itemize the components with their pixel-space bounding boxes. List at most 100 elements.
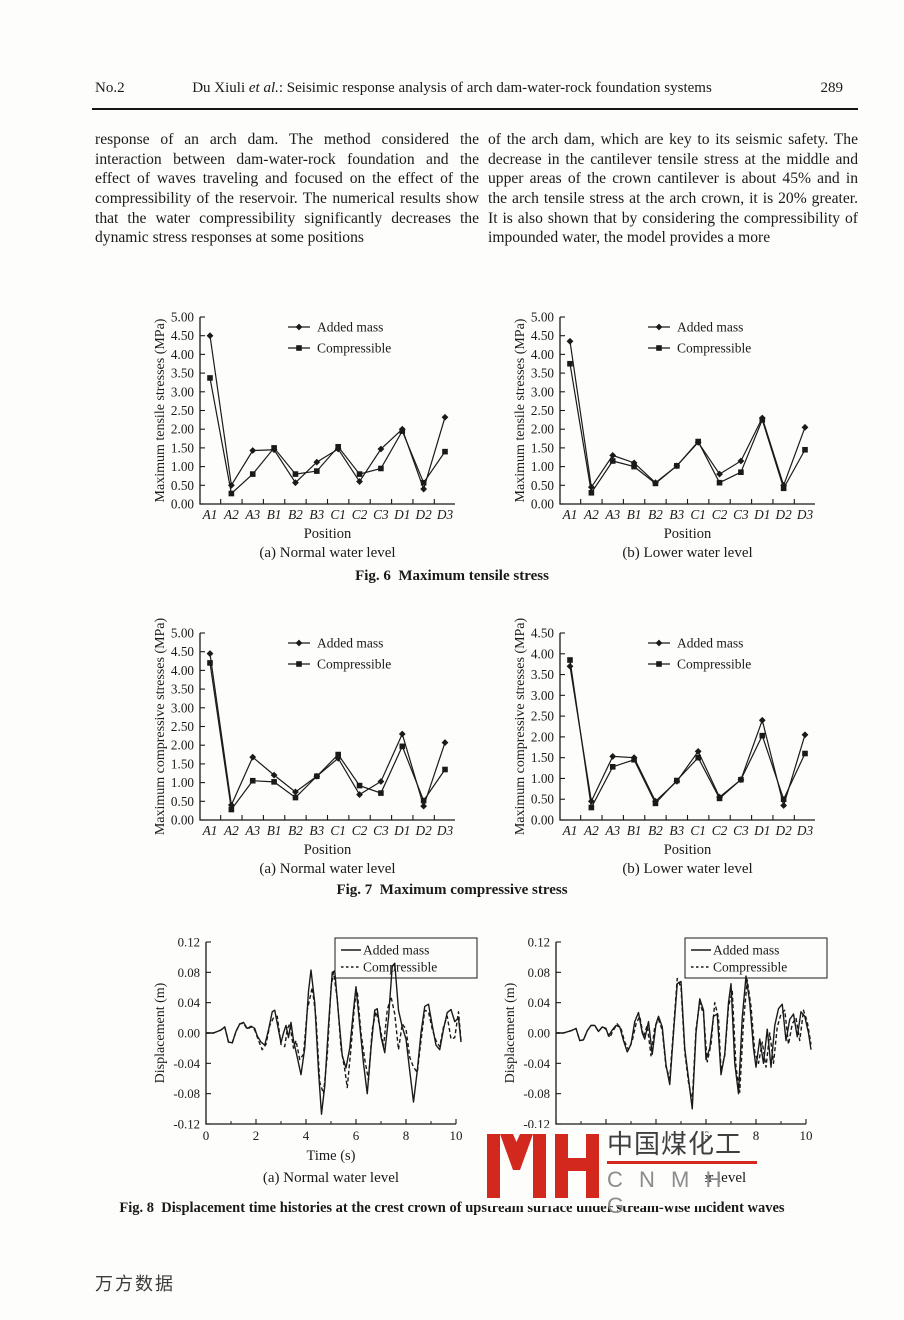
diamond-marker [377,778,385,785]
square-marker [609,458,616,464]
square-marker [759,417,766,423]
diamond-marker [295,639,303,647]
diamond-marker [609,451,617,459]
svg-text:A1: A1 [562,823,578,838]
svg-text:2.50: 2.50 [531,403,554,418]
watermark-cn-text: 中国煤化工 [607,1129,743,1159]
footer-wanfang-data: 万方数据 [95,1274,175,1294]
svg-text:A1: A1 [202,507,218,522]
svg-text:1.00: 1.00 [531,771,554,786]
svg-text:0.50: 0.50 [531,478,554,493]
square-marker [420,797,427,804]
series-line-0 [569,666,806,808]
square-marker [314,468,320,474]
y-axis-label: Maximum compressive stresses (MPa) [153,617,168,835]
y-axis-label: Displacement (m) [153,982,168,1083]
square-marker [674,463,680,469]
svg-text:3.00: 3.00 [531,384,554,399]
subfigure-caption: (b) Lower water level [622,545,752,561]
figure-svg: 0.00 0.50 1.00 1.50 2.00 2.50 3.00 3.50 4.00 4.50… [153,310,455,561]
figure6-caption: Fig. 6 Maximum tensile stress [355,568,549,584]
square-marker [378,465,384,472]
series-line-0 [206,962,462,1115]
svg-text:4.00: 4.00 [171,347,194,362]
square-marker [399,743,406,750]
square-marker [249,777,256,784]
diamond-marker [313,458,321,466]
svg-text:B1: B1 [627,507,642,522]
svg-text:Compressible: Compressible [677,657,751,672]
svg-text:D3: D3 [436,507,454,522]
figure7-caption: Fig. 7 Maximum compressive stress [336,882,568,898]
svg-text:B1: B1 [267,823,282,838]
svg-text:3.50: 3.50 [171,682,194,697]
body-text-left-column: response of an arch dam. The method cons… [95,131,479,247]
svg-text:Compressible: Compressible [677,341,751,356]
header-rule [92,108,858,110]
y-axis-label: Displacement (m) [503,982,518,1083]
diamond-marker [249,753,257,761]
svg-text:A1: A1 [562,507,578,522]
square-marker [588,489,595,496]
figure-svg: -0.12 -0.08 -0.04 0.00 0.04 0.08 0.12 0 2 4 6 8 10 Ad… [153,936,478,1186]
svg-text:B3: B3 [309,507,324,522]
svg-text:1.50: 1.50 [171,440,194,455]
square-marker [716,479,723,486]
square-marker [674,777,680,784]
svg-text:2.50: 2.50 [171,719,194,734]
svg-text:D1: D1 [393,823,410,838]
square-marker [356,782,363,789]
square-marker [399,428,406,434]
y-axis-label: Maximum tensile stresses (MPa) [513,318,528,502]
svg-text:A2: A2 [583,507,599,522]
svg-text:4: 4 [303,1128,310,1143]
diamond-marker [758,716,766,724]
svg-text:B3: B3 [669,507,684,522]
svg-text:2: 2 [253,1128,260,1143]
svg-text:0.04: 0.04 [178,996,201,1010]
svg-text:Compressible: Compressible [317,341,391,356]
series-line-0 [556,975,812,1110]
figure-svg: 0.00 0.50 1.00 1.50 2.00 2.50 3.00 3.50 4.00 4.50… [513,617,815,877]
svg-text:Added mass: Added mass [317,636,383,651]
x-axis-label: Position [304,526,352,542]
x-axis-label: Time (s) [306,1148,355,1164]
svg-text:8: 8 [403,1128,410,1143]
diamond-marker [227,801,235,809]
svg-text:2.00: 2.00 [531,729,554,744]
square-marker [780,485,787,492]
diamond-marker [716,470,723,478]
diamond-marker [780,802,788,809]
figure-svg: 0.00 0.50 1.00 1.50 2.00 2.50 3.00 3.50 4.00 4.50… [513,310,815,561]
square-marker [567,360,573,367]
square-marker [802,750,808,757]
svg-text:C3: C3 [733,507,749,522]
svg-text:4.50: 4.50 [531,626,554,641]
svg-text:C2: C2 [712,507,728,522]
diamond-marker [587,483,595,491]
watermark-rule [607,1160,757,1164]
square-marker [780,796,787,803]
square-marker [292,471,299,477]
svg-text:4.50: 4.50 [531,328,554,343]
svg-text:-0.12: -0.12 [173,1118,200,1132]
header-page-number: 289 [820,80,844,96]
svg-text:Compressible: Compressible [713,960,787,975]
x-axis-label: Position [664,526,712,542]
svg-text:3.00: 3.00 [171,384,194,399]
diamond-marker [270,771,278,779]
svg-text:C1: C1 [330,507,346,522]
svg-text:C2: C2 [712,823,728,838]
square-marker [228,806,235,813]
square-marker [292,794,299,801]
svg-text:2.50: 2.50 [171,403,194,418]
svg-text:Compressible: Compressible [363,960,437,975]
y-axis-label: Maximum compressive stresses (MPa) [513,617,528,835]
square-marker [738,776,744,783]
svg-text:B2: B2 [648,507,663,522]
series-line-1 [209,377,446,495]
svg-text:0.50: 0.50 [171,794,194,809]
svg-text:D2: D2 [775,823,793,838]
diamond-marker [356,791,363,798]
svg-text:0.00: 0.00 [178,1027,200,1041]
